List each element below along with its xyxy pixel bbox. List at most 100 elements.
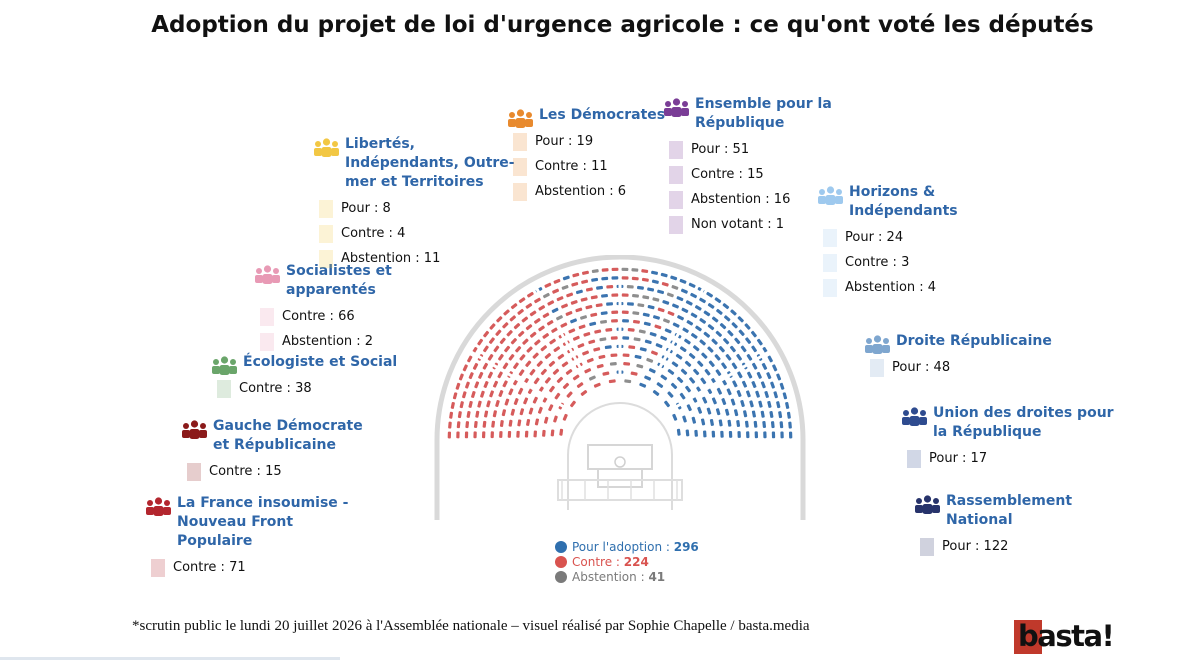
- hemicycle-seat: [697, 406, 703, 414]
- hemicycle-seat: [600, 311, 608, 316]
- hemicycle-seat: [502, 362, 509, 370]
- hemicycle-seat: [622, 336, 630, 340]
- hemicycle-seat: [716, 387, 722, 395]
- hemicycle-seat: [596, 363, 604, 369]
- group-name: Rassemblement National: [946, 493, 1073, 528]
- people-group-icon: [818, 186, 843, 205]
- group-stats: Pour : 122: [914, 538, 1114, 563]
- group-stat-label: Contre : 11: [535, 159, 608, 174]
- hemicycle-seat: [639, 347, 647, 352]
- hemicycle-seat: [568, 328, 576, 334]
- group-header: Horizons & Indépendants: [817, 183, 987, 221]
- hemicycle-seat: [584, 368, 592, 374]
- group-name: La France insoumise - Nouveau Front Popu…: [177, 495, 349, 549]
- hemicycle-seat: [468, 372, 474, 380]
- legend-value: 296: [673, 540, 699, 554]
- group-stat: Pour : 48: [870, 359, 1074, 384]
- hemicycle-seat: [482, 362, 489, 370]
- hemicycle-seat: [611, 310, 619, 314]
- hemicycle-seat: [484, 410, 489, 418]
- hemicycle-seat: [631, 268, 639, 272]
- hemicycle-seat: [755, 390, 760, 398]
- hemicycle-seat: [637, 303, 645, 308]
- hemicycle-seat: [486, 400, 491, 408]
- hemicycle-seat: [734, 337, 741, 345]
- hemicycle-seat: [522, 338, 529, 345]
- hemicycle-seat: [600, 319, 607, 324]
- hemicycle-seat: [591, 277, 599, 282]
- hemicycle-seat: [709, 418, 714, 426]
- hemicycle-seat: [449, 411, 454, 419]
- group-header: Rassemblement National: [914, 492, 1114, 530]
- hemicycle-seat: [641, 269, 649, 274]
- group-block: Rassemblement National Pour : 122: [914, 492, 1114, 563]
- hemicycle-seat: [760, 381, 766, 389]
- group-stat: Contre : 38: [217, 380, 411, 405]
- hemicycle-seat: [719, 323, 727, 330]
- group-block: Union des droites pour la République Pour…: [901, 404, 1131, 475]
- hemicycle-seat: [664, 328, 672, 334]
- hemicycle-seat: [707, 303, 715, 309]
- group-color-swatch: [669, 216, 683, 234]
- tribune-podium: [597, 468, 643, 488]
- group-stat-label: Contre : 15: [691, 167, 764, 182]
- hemicycle-seat: [490, 431, 494, 439]
- hemicycle-seat: [729, 345, 736, 353]
- hemicycle-seat: [604, 345, 612, 350]
- hemicycle-seat: [652, 297, 660, 302]
- group-stat: Pour : 51: [669, 141, 843, 166]
- hemicycle-seat: [471, 391, 476, 398]
- hemicycle-seat: [688, 282, 696, 288]
- hemicycle-seat: [652, 390, 660, 396]
- hemicycle-seat: [682, 327, 689, 333]
- hemicycle-seat: [711, 430, 716, 438]
- hemicycle-seat: [714, 354, 721, 361]
- hemicycle-seat: [680, 368, 688, 375]
- hemicycle-seat: [477, 400, 482, 408]
- hemicycle-seat: [503, 309, 510, 316]
- group-color-swatch: [319, 200, 333, 218]
- group-color-swatch: [187, 463, 201, 481]
- hemicycle-seat: [667, 311, 675, 316]
- group-color-swatch: [870, 359, 884, 377]
- vote-legend: Pour l'adoption : 296 Contre : 224 Abstent…: [555, 540, 699, 585]
- group-stats: Pour : 48: [864, 359, 1074, 384]
- tribune-outline: [567, 402, 673, 510]
- hemicycle-seat: [562, 382, 570, 390]
- hemicycle-seat: [695, 325, 702, 332]
- hemicycle-seat: [518, 330, 525, 337]
- hemicycle-seat: [510, 338, 517, 345]
- hemicycle-seat: [679, 346, 687, 352]
- hemicycle-seat: [760, 410, 765, 418]
- hemicycle-seat: [684, 360, 692, 367]
- hemicycle-seat: [711, 316, 719, 323]
- hemicycle-seat: [570, 300, 578, 305]
- hemicycle-seat: [743, 410, 748, 418]
- hemicycle-seat: [480, 390, 485, 398]
- hemicycle-seat: [601, 268, 609, 272]
- hemicycle-seat: [561, 303, 568, 309]
- hemicycle-seat: [542, 292, 550, 299]
- hemicycle-seat: [651, 270, 658, 275]
- hemicycle-seat: [679, 392, 686, 400]
- group-stat-label: Pour : 19: [535, 134, 594, 149]
- group-stat-label: Pour : 17: [929, 451, 988, 466]
- hemicycle-seat: [588, 375, 596, 381]
- hemicycle-seat: [517, 308, 524, 315]
- hemicycle-seat: [599, 337, 607, 342]
- hemicycle-seat: [637, 285, 644, 290]
- group-header: Union des droites pour la République: [901, 404, 1131, 442]
- hemicycle-seat: [671, 361, 679, 368]
- hemicycle-aisle: [645, 285, 706, 393]
- hemicycle-seat: [676, 428, 681, 436]
- hemicycle-seat: [589, 321, 597, 327]
- hemicycle-seat: [701, 352, 708, 359]
- hemicycle-seat: [575, 289, 583, 295]
- hemicycle-seat: [708, 360, 715, 368]
- hemicycle-seat: [681, 307, 689, 313]
- hemicycle-seat: [562, 413, 568, 421]
- group-stats: Pour : 24 Contre : 3 Abstention : 4: [817, 229, 987, 304]
- group-name: Gauche Démocrate et Républicaine: [213, 418, 363, 453]
- hemicycle-seat: [622, 353, 630, 357]
- hemicycle-seat: [704, 368, 711, 376]
